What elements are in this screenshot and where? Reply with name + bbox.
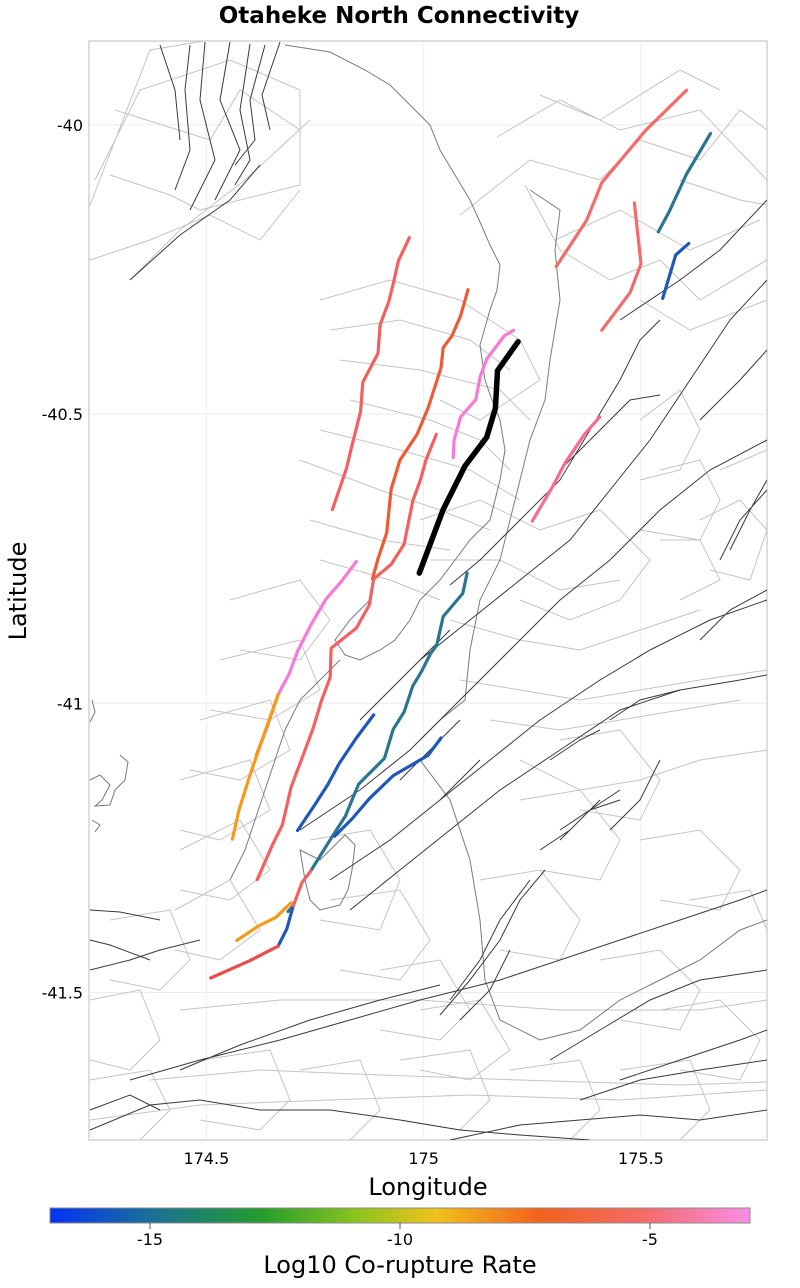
x-tick-label: 175.5 bbox=[618, 1149, 664, 1168]
fault-section bbox=[309, 571, 469, 873]
y-tick-label: -40.5 bbox=[42, 405, 83, 424]
fault-section bbox=[330, 236, 411, 512]
fault-section bbox=[600, 201, 643, 332]
x-tick-label: 175 bbox=[408, 1149, 439, 1168]
colorbar-tick-label: -5 bbox=[642, 1230, 658, 1249]
colorbar-label: Log10 Co-rupture Rate bbox=[263, 1251, 536, 1279]
x-axis-label: Longitude bbox=[368, 1173, 487, 1201]
fault-section bbox=[656, 131, 713, 234]
fault-section bbox=[451, 328, 516, 460]
y-tick-label: -41 bbox=[57, 694, 83, 713]
plot-area bbox=[88, 40, 768, 1141]
fault-section bbox=[209, 944, 280, 980]
fault-section bbox=[255, 432, 438, 882]
colorbar-ticks: -15 -10 -5 bbox=[137, 1223, 658, 1249]
y-axis-label: Latitude bbox=[4, 542, 32, 641]
y-tick-label: -40 bbox=[57, 116, 83, 135]
fault-section bbox=[296, 713, 376, 833]
fault-section bbox=[235, 901, 293, 943]
x-axis-ticks: 174.5 175 175.5 bbox=[183, 1149, 663, 1168]
fault-section bbox=[661, 241, 691, 300]
source-fault-layer bbox=[416, 339, 521, 576]
coloured-fault-sections bbox=[209, 88, 713, 980]
fault-section bbox=[291, 869, 313, 908]
chart-title: Otaheke North Connectivity bbox=[219, 3, 580, 29]
fault-section bbox=[370, 288, 470, 581]
fault-patch-mesh bbox=[89, 41, 767, 1140]
colorbar bbox=[49, 1207, 751, 1224]
fault-section bbox=[530, 415, 602, 523]
y-axis-ticks: -40 -40.5 -41 -41.5 bbox=[42, 116, 83, 1003]
y-tick-label: -41.5 bbox=[42, 984, 83, 1003]
source-fault-otaheke-north bbox=[416, 339, 521, 576]
colorbar-tick-label: -10 bbox=[387, 1230, 413, 1249]
background-fault-traces bbox=[89, 41, 767, 1140]
x-tick-label: 174.5 bbox=[183, 1149, 229, 1168]
colorbar-tick-label: -15 bbox=[137, 1230, 163, 1249]
fault-section bbox=[276, 559, 358, 697]
fault-section bbox=[276, 904, 295, 948]
fault-section bbox=[333, 736, 443, 838]
fault-section bbox=[230, 692, 280, 841]
fault-section bbox=[554, 88, 689, 269]
